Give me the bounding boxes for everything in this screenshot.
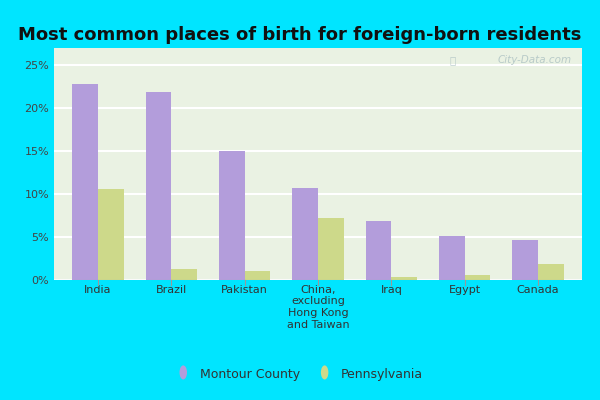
- Bar: [219, 151, 245, 280]
- Bar: [172, 269, 197, 280]
- Bar: [318, 218, 344, 280]
- Bar: [391, 278, 417, 280]
- Bar: [245, 270, 271, 280]
- Text: City-Data.com: City-Data.com: [497, 55, 571, 65]
- Bar: [146, 92, 172, 280]
- Text: Most common places of birth for foreign-born residents: Most common places of birth for foreign-…: [19, 26, 581, 44]
- Bar: [512, 240, 538, 280]
- Bar: [98, 189, 124, 280]
- Bar: [365, 221, 391, 280]
- Bar: [464, 275, 490, 280]
- Bar: [439, 236, 464, 280]
- Legend: Montour County, Pennsylvania: Montour County, Pennsylvania: [172, 362, 428, 386]
- Text: ⓘ: ⓘ: [449, 55, 455, 65]
- Bar: [538, 264, 563, 280]
- Bar: [73, 84, 98, 280]
- Bar: [292, 188, 318, 280]
